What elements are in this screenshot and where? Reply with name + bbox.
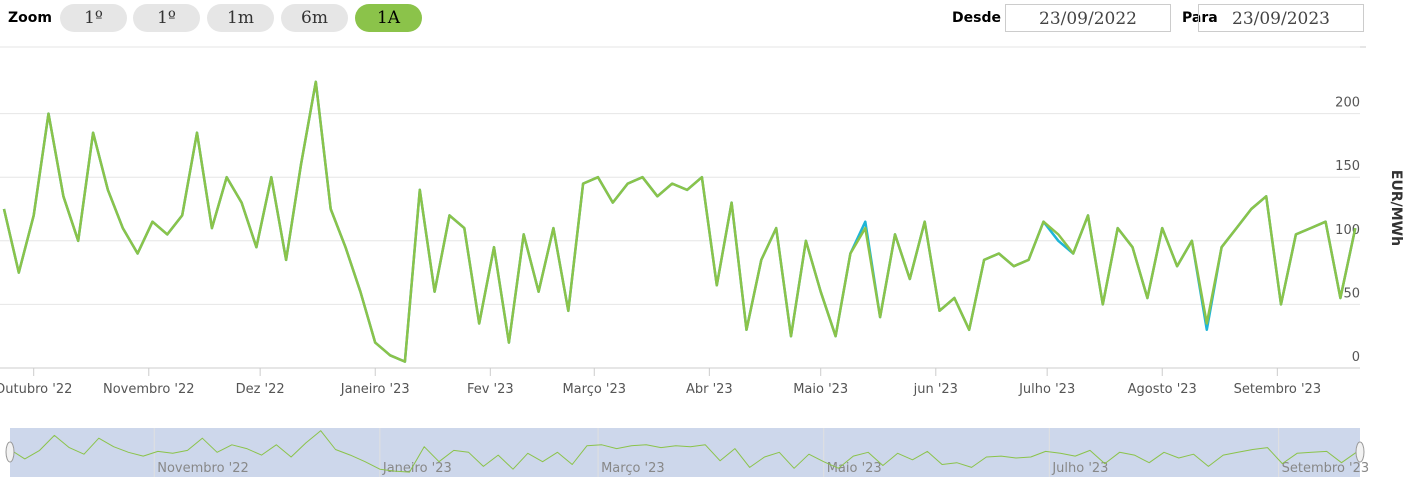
zoom-button[interactable]: 6m — [281, 4, 348, 32]
navigator-label: Março '23 — [601, 461, 665, 476]
zoom-button[interactable]: 1A — [355, 4, 422, 32]
to-input[interactable]: 23/09/2023 — [1198, 4, 1364, 32]
x-tick-label: Abr '23 — [686, 382, 733, 397]
x-tick-label: Março '23 — [562, 382, 626, 397]
from-label: Desde — [952, 10, 1001, 26]
zoom-button[interactable]: 1º — [60, 4, 127, 32]
y-tick-label: 150 — [1335, 159, 1360, 174]
navigator-label: Novembro '22 — [157, 461, 249, 476]
x-tick-label: Dez '22 — [236, 382, 285, 397]
x-tick-label: Agosto '23 — [1128, 382, 1197, 397]
zoom-button[interactable]: 1m — [207, 4, 274, 32]
x-tick-label: Setembro '23 — [1234, 382, 1322, 397]
x-tick-label: Fev '23 — [467, 382, 514, 397]
navigator-handle — [5, 441, 15, 463]
navigator-label: Setembro '23 — [1282, 461, 1370, 476]
navigator-label: Maio '23 — [827, 461, 882, 476]
y-tick-label: 0 — [1352, 350, 1360, 365]
navigator-handle — [1355, 441, 1365, 463]
zoom-label: Zoom — [8, 10, 52, 26]
y-tick-label: 50 — [1343, 286, 1360, 301]
zoom-button[interactable]: 1º — [133, 4, 200, 32]
x-tick-label: Novembro '22 — [103, 382, 195, 397]
x-tick-label: Maio '23 — [793, 382, 848, 397]
to-label: Para — [1182, 10, 1218, 26]
series-line — [2, 80, 1357, 363]
y-axis-title: EUR/MWh — [1388, 170, 1404, 246]
navigator-mask — [10, 428, 1360, 477]
navigator-label: Julho '23 — [1051, 461, 1108, 476]
navigator-label: Janeiro '23 — [382, 461, 452, 476]
x-tick-label: Julho '23 — [1018, 382, 1075, 397]
x-tick-label: jun '23 — [913, 382, 958, 397]
x-tick-label: Outubro '22 — [0, 382, 72, 397]
navigator-line — [9, 430, 1357, 473]
y-tick-label: 100 — [1335, 223, 1360, 238]
x-tick-label: Janeiro '23 — [340, 382, 410, 397]
from-input[interactable]: 23/09/2022 — [1005, 4, 1171, 32]
series-line — [2, 80, 1357, 363]
y-tick-label: 200 — [1335, 96, 1360, 111]
